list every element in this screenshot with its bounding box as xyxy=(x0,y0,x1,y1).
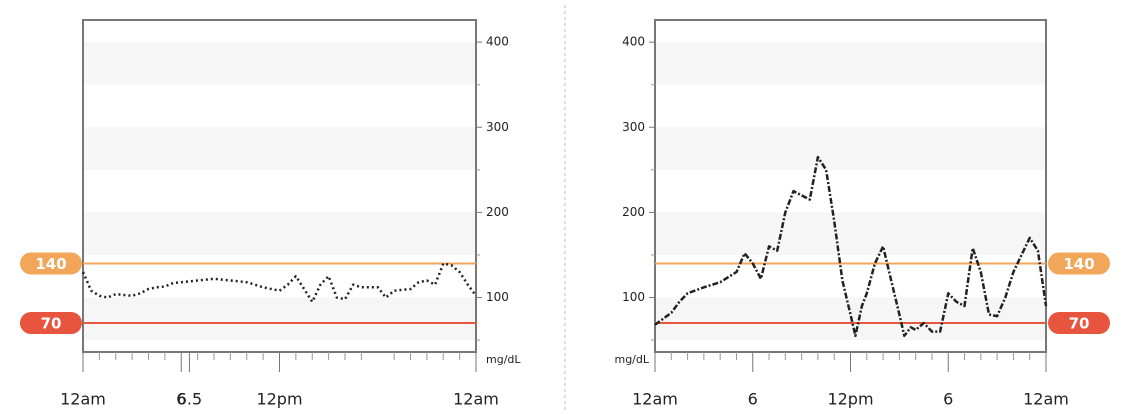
y-tick-label: 300 xyxy=(622,120,645,134)
low-threshold-pill xyxy=(20,312,82,335)
high-threshold-label: 140 xyxy=(1063,255,1094,273)
glucose-line xyxy=(654,155,1048,338)
y-tick-label: 400 xyxy=(486,35,509,49)
x-tick-label: 12am xyxy=(453,390,499,409)
y-tick-label: 300 xyxy=(486,120,509,134)
x-tick-label: 6 xyxy=(943,390,953,409)
high-threshold-pill xyxy=(20,252,82,275)
band xyxy=(655,127,1046,170)
glucose-line xyxy=(81,262,478,304)
x-tick-label: 12pm xyxy=(256,390,302,409)
low-threshold-label: 70 xyxy=(41,315,62,333)
band xyxy=(83,297,476,341)
x-tick-label: 12am xyxy=(1023,390,1069,409)
band xyxy=(655,212,1046,255)
band xyxy=(83,42,476,85)
low-threshold-pill xyxy=(1048,312,1110,335)
high-threshold-label: 140 xyxy=(35,255,66,273)
y-tick-label: 100 xyxy=(486,290,509,304)
low-threshold-label: 70 xyxy=(1069,315,1090,333)
y-tick-label: 200 xyxy=(622,205,645,219)
x-tick-label: 6.5 xyxy=(177,390,202,409)
high-threshold-pill xyxy=(1048,252,1110,275)
x-tick-label: 12pm xyxy=(827,390,873,409)
band xyxy=(83,212,476,255)
y-tick-label: 100 xyxy=(622,290,645,304)
y-axis-label: mg/dL xyxy=(486,353,521,366)
y-tick-label: 400 xyxy=(622,35,645,49)
y-axis-label: mg/dL xyxy=(614,353,649,366)
x-tick-label: 6 xyxy=(748,390,758,409)
x-tick-label: 6 xyxy=(176,390,186,409)
band xyxy=(83,127,476,170)
x-tick-label: 12am xyxy=(632,390,678,409)
x-tick-label: 12am xyxy=(60,390,106,409)
band xyxy=(655,42,1046,85)
y-tick-label: 200 xyxy=(486,205,509,219)
